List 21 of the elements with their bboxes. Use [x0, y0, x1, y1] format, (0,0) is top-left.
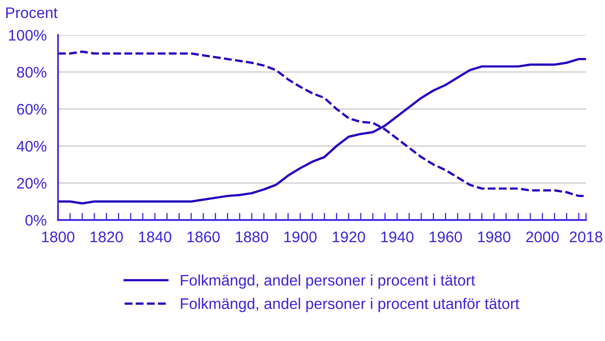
y-tick-label: 40% — [16, 140, 46, 152]
x-tick-label: 1800 — [42, 232, 74, 242]
x-tick-label: 1820 — [90, 232, 123, 242]
x-tick-label: 1840 — [139, 232, 172, 242]
x-tick-label: 2000 — [526, 232, 559, 242]
y-tick-label: 100% — [8, 30, 46, 41]
x-tick-label: 1980 — [478, 232, 510, 242]
legend-label: Folkmängd, andel personer i procent i tätort — [180, 274, 476, 289]
y-tick-label: 80% — [16, 66, 46, 78]
x-tick-label: 1920 — [332, 232, 366, 242]
x-tick-label: 1900 — [284, 232, 317, 242]
legend-label: Folkmängd, andel personer i procent utanför tätort — [180, 298, 520, 312]
x-tick-label: 1860 — [187, 232, 220, 242]
y-tick-label: 0% — [25, 214, 46, 226]
y-tick-label: 20% — [17, 178, 46, 189]
x-tick-label: 1960 — [430, 232, 462, 242]
x-tick-label: 2018 — [570, 232, 602, 242]
y-tick-label: 60% — [17, 104, 46, 115]
y-axis-title: Procent — [6, 7, 58, 18]
x-tick-label: 1880 — [236, 232, 268, 242]
x-tick-label: 1940 — [381, 232, 414, 242]
